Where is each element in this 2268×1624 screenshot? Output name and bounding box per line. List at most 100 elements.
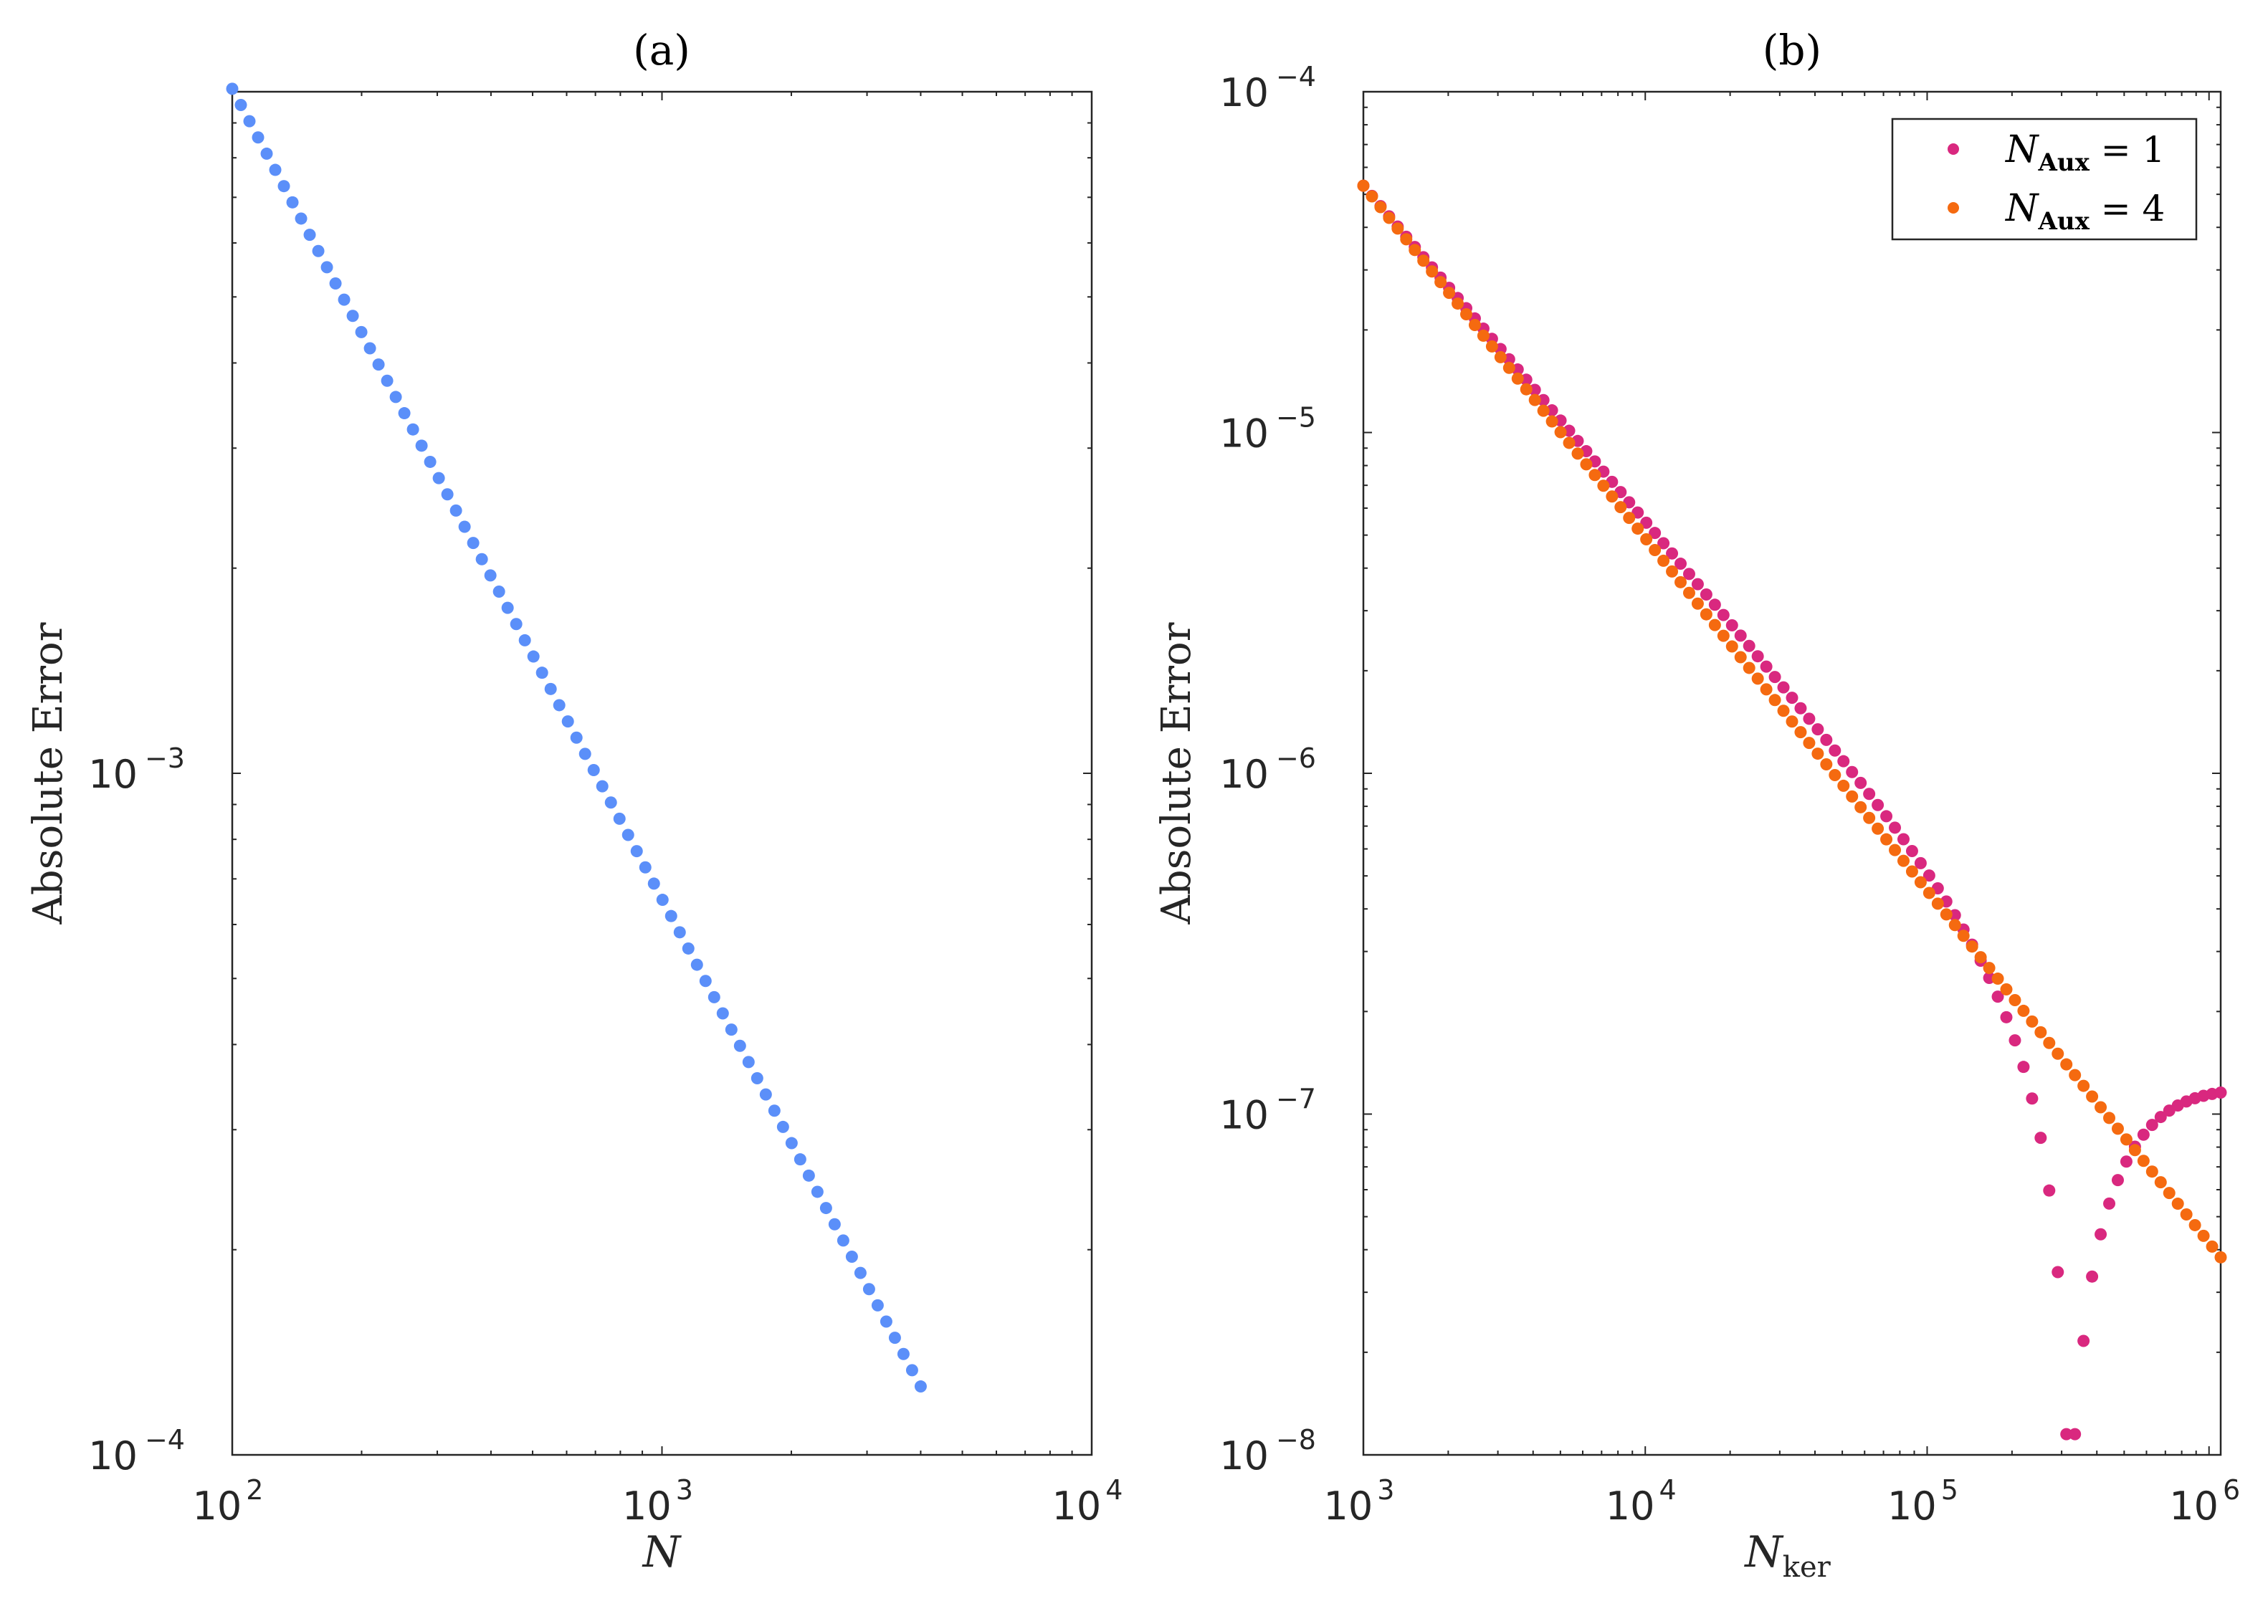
data-point-naux4 — [1571, 447, 1584, 460]
data-point-naux4 — [1426, 265, 1439, 278]
x-tick-exp: 2 — [246, 1474, 263, 1506]
data-point-a — [854, 1266, 867, 1279]
data-point-a — [802, 1169, 815, 1182]
data-point-a — [673, 926, 686, 939]
data-point-naux4 — [1409, 244, 1421, 257]
data-point-naux4 — [1580, 458, 1593, 471]
data-point-naux1 — [1682, 568, 1695, 581]
data-point-naux1 — [1794, 702, 1807, 715]
data-point-naux1 — [1649, 527, 1662, 540]
data-point-a — [819, 1202, 832, 1215]
data-point-naux1 — [2111, 1174, 2124, 1187]
data-point-naux4 — [2171, 1198, 2184, 1210]
data-point-naux4 — [1777, 704, 1790, 717]
data-point-a — [656, 894, 669, 907]
data-point-a — [768, 1104, 781, 1117]
legend-var-1: N — [2004, 128, 2039, 171]
x-axis-label-a: N — [642, 1527, 682, 1577]
data-point-naux1 — [1657, 537, 1670, 550]
data-point-a — [621, 828, 634, 841]
data-point-a — [346, 310, 359, 323]
data-point-naux4 — [2197, 1229, 2210, 1242]
data-point-naux1 — [1846, 765, 1859, 778]
data-point-naux4 — [1863, 811, 1876, 824]
legend-label-naux4: NAux = 4 — [2004, 187, 2165, 236]
data-point-naux1 — [2017, 1061, 2030, 1074]
data-point-naux1 — [2052, 1266, 2064, 1279]
data-point-naux1 — [1991, 990, 2004, 1003]
data-point-naux1 — [1691, 578, 1704, 591]
data-point-a — [794, 1153, 806, 1166]
minor-ticks-b — [1363, 91, 2221, 1456]
data-point-naux4 — [1974, 951, 1987, 964]
data-point-a — [544, 682, 557, 695]
panel-title-a: (a) — [633, 26, 690, 75]
data-point-naux4 — [2095, 1101, 2107, 1114]
panel-b: (b) Absolute Error Nker 10 3 10 4 10 5 10 6 10−… — [1153, 26, 2240, 1584]
x-tick-base: 10 — [193, 1484, 242, 1529]
data-point-a — [837, 1234, 849, 1247]
data-point-naux1 — [1880, 810, 1893, 823]
data-point-a — [492, 586, 505, 598]
y-tick-exp: −5 — [1276, 402, 1316, 434]
data-point-a — [467, 537, 480, 550]
x-tick-exp: 3 — [676, 1474, 693, 1506]
data-point-naux4 — [1889, 844, 1902, 856]
data-point-naux1 — [2026, 1092, 2039, 1105]
data-point-naux4 — [2034, 1026, 2047, 1038]
data-point-naux1 — [1889, 821, 1902, 834]
data-point-a — [424, 455, 437, 468]
y-tick-label: 10 −7 — [1219, 1084, 1316, 1138]
data-point-naux1 — [1872, 798, 1885, 811]
data-point-a — [596, 780, 609, 793]
x-tick-label: 10 3 — [1324, 1474, 1395, 1529]
y-tick-base: 10 — [1219, 1093, 1269, 1138]
data-point-naux1 — [1674, 558, 1687, 570]
data-point-naux1 — [2069, 1428, 2082, 1441]
y-tick-labels-a: 10−310−4 — [88, 742, 185, 1479]
x-axis-label-b-sub: ker — [1783, 1551, 1831, 1584]
data-point-a — [699, 975, 712, 988]
x-tick-label: 10 5 — [1887, 1474, 1958, 1529]
data-point-naux4 — [1940, 908, 1953, 921]
data-point-a — [682, 942, 695, 955]
data-point-naux1 — [1666, 547, 1679, 560]
data-point-naux4 — [1983, 962, 1996, 975]
data-point-a — [389, 391, 402, 403]
data-point-naux4 — [1374, 201, 1387, 214]
data-point-a — [630, 845, 643, 858]
data-point-naux4 — [1854, 801, 1867, 813]
data-point-a — [578, 747, 591, 760]
data-point-naux1 — [1743, 639, 1755, 652]
data-point-naux4 — [1820, 758, 1833, 771]
x-axis-label-b: Nker — [1743, 1527, 1831, 1584]
data-point-a — [639, 861, 652, 874]
data-point-a — [707, 990, 720, 1003]
data-point-naux4 — [1494, 350, 1507, 363]
data-point-a — [828, 1218, 841, 1231]
data-point-naux4 — [1528, 393, 1541, 406]
data-point-naux4 — [1674, 575, 1687, 588]
data-point-naux4 — [1991, 973, 2004, 985]
data-point-a — [458, 520, 471, 533]
data-point-a — [286, 196, 299, 209]
y-tick-exp: −8 — [1276, 1424, 1316, 1456]
data-point-naux4 — [2111, 1122, 2124, 1135]
data-point-a — [742, 1056, 755, 1069]
data-point-naux4 — [2103, 1112, 2116, 1124]
data-point-naux1 — [1537, 393, 1550, 406]
data-point-naux1 — [2043, 1184, 2056, 1197]
data-point-a — [845, 1250, 858, 1263]
data-point-naux1 — [2034, 1132, 2047, 1145]
data-point-naux4 — [1468, 318, 1481, 331]
data-point-a — [415, 439, 428, 452]
x-tick-base: 10 — [2169, 1484, 2219, 1529]
data-point-a — [449, 504, 462, 517]
data-point-naux4 — [1606, 490, 1619, 503]
data-point-naux4 — [1563, 436, 1576, 449]
data-point-naux4 — [1829, 768, 1841, 781]
y-tick-label: 10 −4 — [88, 1424, 185, 1479]
y-tick-label: 10 −4 — [1219, 61, 1316, 115]
x-tick-labels-b: 10 3 10 4 10 5 10 6 — [1324, 1474, 2241, 1529]
data-point-naux4 — [2145, 1165, 2158, 1178]
